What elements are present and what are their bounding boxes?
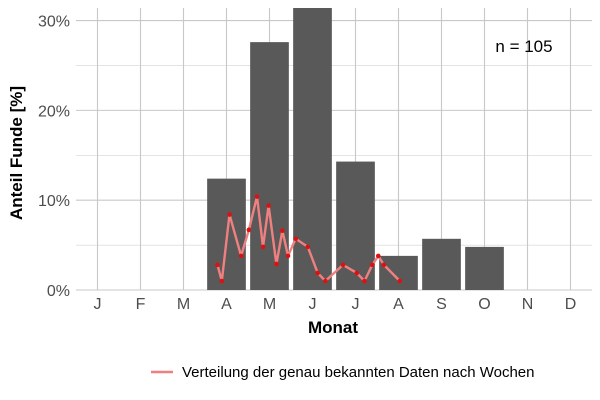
y-tick-label: 10% [38, 193, 70, 210]
weekly-point [354, 270, 360, 276]
bar-5 [250, 42, 289, 291]
weekly-point [293, 236, 299, 242]
bar-10 [465, 246, 504, 290]
x-tick-label: J [352, 296, 360, 313]
bars [207, 8, 504, 291]
x-tick-label: N [522, 296, 534, 313]
bar-7 [336, 161, 375, 290]
sample-size-annotation: n = 105 [495, 37, 552, 56]
bar-6 [293, 8, 332, 290]
weekly-point [362, 278, 367, 284]
weekly-point [369, 262, 375, 268]
legend: Verteilung der genau bekannten Daten nac… [151, 364, 535, 381]
weekly-point [274, 261, 279, 267]
x-tick-label: J [94, 296, 102, 313]
bar-8 [379, 255, 418, 290]
weekly-point [219, 278, 225, 284]
weekly-point [266, 203, 271, 208]
weekly-point [285, 253, 291, 259]
weekly-point [215, 262, 220, 268]
weekly-point [246, 227, 252, 233]
y-tick-labels: 0% 10% 20% 30% [38, 14, 70, 300]
x-tick-label: M [177, 296, 190, 313]
weekly-point [315, 270, 320, 276]
weekly-point [305, 244, 311, 250]
weekly-point [381, 262, 387, 268]
weekly-point [323, 278, 328, 284]
weekly-point [227, 212, 232, 217]
weekly-points [215, 194, 403, 284]
y-axis-title: Anteil Funde [%] [7, 86, 26, 220]
weekly-point [340, 262, 346, 268]
x-tick-label: S [436, 296, 447, 313]
x-tick-label: J [309, 296, 317, 313]
weekly-line [216, 195, 401, 283]
legend-label: Verteilung der genau bekannten Daten nac… [182, 364, 535, 381]
x-tick-label: F [136, 296, 146, 313]
x-tick-label: A [221, 296, 232, 313]
weekly-point [375, 253, 381, 259]
x-tick-label: A [393, 296, 404, 313]
weekly-distribution-line [216, 195, 401, 283]
weekly-point [254, 194, 260, 199]
x-axis-title: Monat [308, 318, 358, 337]
y-tick-label: 20% [38, 103, 70, 120]
y-tick-label: 0% [47, 283, 70, 300]
weekly-point [397, 278, 403, 284]
y-tick-label: 30% [38, 14, 70, 31]
weekly-point [260, 244, 266, 250]
x-tick-label: M [263, 296, 276, 313]
bar-9 [422, 238, 461, 290]
weekly-point [238, 253, 244, 259]
x-tick-label: D [565, 296, 577, 313]
weekly-point [280, 228, 285, 234]
x-tick-label: O [478, 296, 490, 313]
